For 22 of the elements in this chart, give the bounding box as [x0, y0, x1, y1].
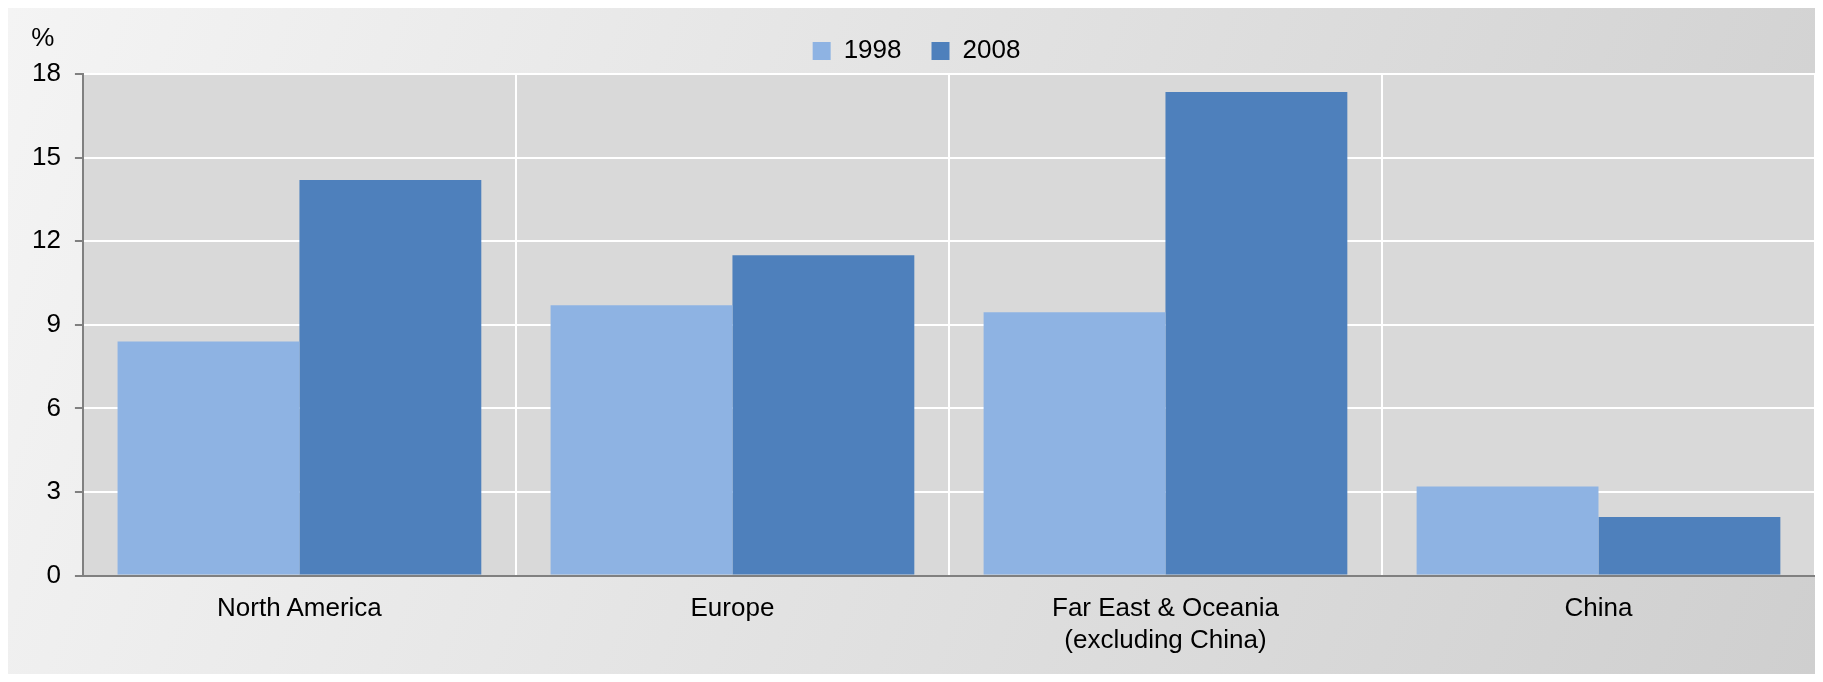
y-tick-label: 12 — [32, 224, 61, 255]
bar — [1598, 517, 1781, 575]
y-tick-label: 6 — [46, 391, 61, 422]
y-tick-label: 9 — [46, 307, 61, 338]
bar — [550, 305, 733, 575]
bar — [983, 312, 1166, 575]
legend-label: 1998 — [843, 34, 902, 65]
x-tick-label: Far East & Oceania (excluding China) — [1052, 592, 1280, 654]
bar — [1165, 92, 1348, 575]
bar — [299, 179, 482, 575]
legend-label: 2008 — [962, 34, 1021, 65]
bar — [1416, 486, 1599, 575]
y-tick-label: 0 — [46, 558, 61, 589]
x-tick-label: North America — [217, 592, 383, 623]
bar — [117, 341, 300, 575]
bar — [732, 255, 915, 575]
y-tick-label: 15 — [32, 140, 61, 171]
y-tick-label: 3 — [46, 475, 61, 506]
x-tick-label: Europe — [690, 592, 775, 623]
y-axis-title: % — [31, 22, 55, 53]
x-tick-label: China — [1564, 592, 1633, 623]
y-tick-label: 18 — [32, 57, 61, 88]
